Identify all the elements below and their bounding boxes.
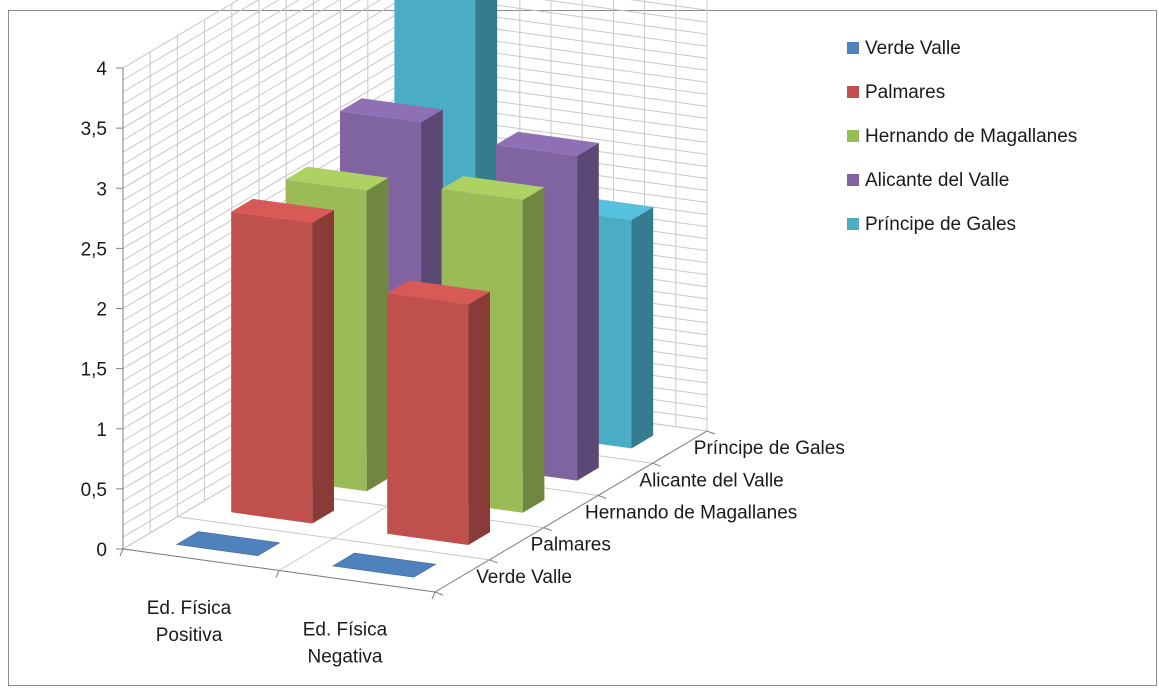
series-axis-tick bbox=[543, 527, 552, 532]
series-axis-label: Verde Valle bbox=[476, 567, 572, 588]
legend-swatch bbox=[847, 130, 859, 142]
bar-top-face bbox=[340, 98, 443, 123]
side-wall-gridline bbox=[122, 0, 260, 81]
bar bbox=[175, 531, 281, 557]
bar-top-face bbox=[285, 166, 389, 191]
legend-label: Príncipe de Gales bbox=[865, 214, 1016, 235]
series-axis-label: Hernando de Magallanes bbox=[585, 503, 797, 524]
bar-side-face bbox=[366, 177, 389, 492]
bar-side-face bbox=[468, 291, 490, 545]
legend-label: Alicante del Valle bbox=[865, 170, 1009, 191]
side-wall-gridline bbox=[122, 0, 239, 69]
legend-swatch bbox=[847, 42, 859, 54]
series-axis-line bbox=[434, 430, 708, 593]
bar-front-face bbox=[387, 293, 469, 545]
bar-top-face bbox=[496, 131, 599, 156]
legend-swatch bbox=[847, 174, 859, 186]
category-axis-tick bbox=[275, 570, 280, 578]
value-axis-tick-label: 1,5 bbox=[81, 360, 107, 381]
legend-swatch bbox=[847, 218, 859, 230]
series-axis-tick bbox=[489, 559, 498, 564]
bar-top-face bbox=[387, 280, 490, 305]
bar-top-face bbox=[441, 176, 545, 201]
legend-label: Verde Valle bbox=[865, 38, 961, 59]
value-axis-tick-label: 2 bbox=[96, 300, 107, 321]
category-axis-label: Ed. Física Positiva bbox=[147, 598, 232, 646]
series-axis-label: Palmares bbox=[531, 535, 611, 556]
bar-top-face bbox=[231, 198, 334, 223]
series-axis-tick bbox=[434, 591, 444, 596]
bar bbox=[231, 198, 334, 524]
bar-side-face bbox=[522, 187, 545, 513]
legend-label: Hernando de Magallanes bbox=[865, 126, 1077, 147]
category-axis-label: Ed. Física Negativa bbox=[303, 619, 388, 667]
series-axis-label: Alicante del Valle bbox=[639, 470, 783, 491]
value-axis-tick-label: 0 bbox=[96, 540, 107, 561]
back-wall-gridline bbox=[629, 0, 708, 11]
legend-swatch bbox=[847, 86, 859, 98]
floor-gridline bbox=[177, 516, 490, 561]
bar-front-face bbox=[231, 211, 313, 524]
value-axis-tick-label: 0,5 bbox=[81, 480, 107, 501]
bar-flat bbox=[175, 531, 281, 557]
value-axis-tick-label: 3 bbox=[96, 179, 107, 200]
bar bbox=[331, 552, 437, 578]
value-axis-tick-label: 4 bbox=[96, 59, 107, 80]
series-axis-tick bbox=[706, 430, 716, 435]
category-axis-tick bbox=[431, 591, 436, 600]
bar-side-face bbox=[631, 207, 654, 449]
value-axis-tick-label: 2,5 bbox=[81, 239, 107, 260]
bar-side-face bbox=[312, 210, 334, 524]
bar bbox=[387, 280, 490, 545]
bar-side-face bbox=[577, 143, 599, 481]
bar-flat bbox=[331, 552, 437, 578]
series-axis-label: Príncipe de Gales bbox=[694, 438, 845, 459]
category-axis-tick bbox=[119, 548, 124, 557]
series-axis-tick bbox=[652, 462, 661, 467]
value-axis-tick-label: 1 bbox=[96, 420, 107, 441]
legend-label: Palmares bbox=[865, 82, 945, 103]
value-axis-tick-label: 3,5 bbox=[81, 119, 107, 140]
series-axis-tick bbox=[598, 494, 607, 499]
